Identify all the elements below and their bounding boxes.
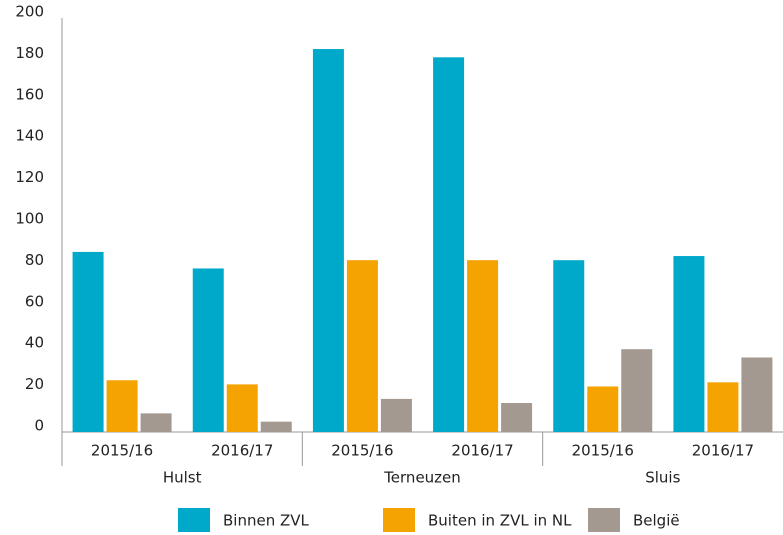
legend-swatch: [588, 508, 620, 532]
x-tick-label: 2016/17: [211, 442, 273, 460]
group-label: Hulst: [163, 469, 202, 487]
bar: [346, 260, 378, 432]
legend-label: Binnen ZVL: [223, 512, 310, 530]
bar: [260, 421, 292, 432]
bar: [553, 260, 585, 432]
bar: [673, 256, 705, 432]
bar: [621, 349, 653, 432]
y-tick-label: 100: [15, 210, 44, 228]
y-tick-label: 20: [25, 375, 44, 393]
legend-label: Buiten in ZVL in NL: [428, 512, 572, 530]
legend-swatch: [178, 508, 210, 532]
group-label: Sluis: [645, 469, 680, 487]
bar: [707, 382, 739, 432]
x-tick-label: 2016/17: [451, 442, 513, 460]
bar: [741, 357, 773, 432]
bar: [226, 384, 258, 432]
x-tick-label: 2015/16: [572, 442, 634, 460]
x-tick-label: 2015/16: [91, 442, 153, 460]
y-tick-label: 200: [15, 3, 44, 21]
bar: [106, 380, 138, 432]
x-tick-label: 2015/16: [331, 442, 393, 460]
group-label: Terneuzen: [383, 469, 461, 487]
y-tick-label: 60: [25, 292, 44, 310]
legend-swatch: [383, 508, 415, 532]
bar: [433, 57, 465, 433]
legend-label: België: [633, 512, 680, 530]
bar: [72, 251, 104, 432]
y-tick-label: 80: [25, 251, 44, 269]
bar: [467, 260, 499, 432]
y-tick-label: 40: [25, 334, 44, 352]
bar: [312, 49, 344, 433]
y-tick-label: 160: [15, 85, 44, 103]
bar: [587, 386, 619, 432]
y-tick-label: 120: [15, 168, 44, 186]
x-tick-label: 2016/17: [692, 442, 754, 460]
bar: [501, 403, 533, 432]
y-tick-label: 140: [15, 127, 44, 145]
bar: [380, 398, 412, 432]
bar: [140, 413, 172, 432]
y-tick-label: 0: [34, 417, 44, 435]
bar: [192, 268, 224, 432]
y-tick-label: 180: [15, 44, 44, 62]
